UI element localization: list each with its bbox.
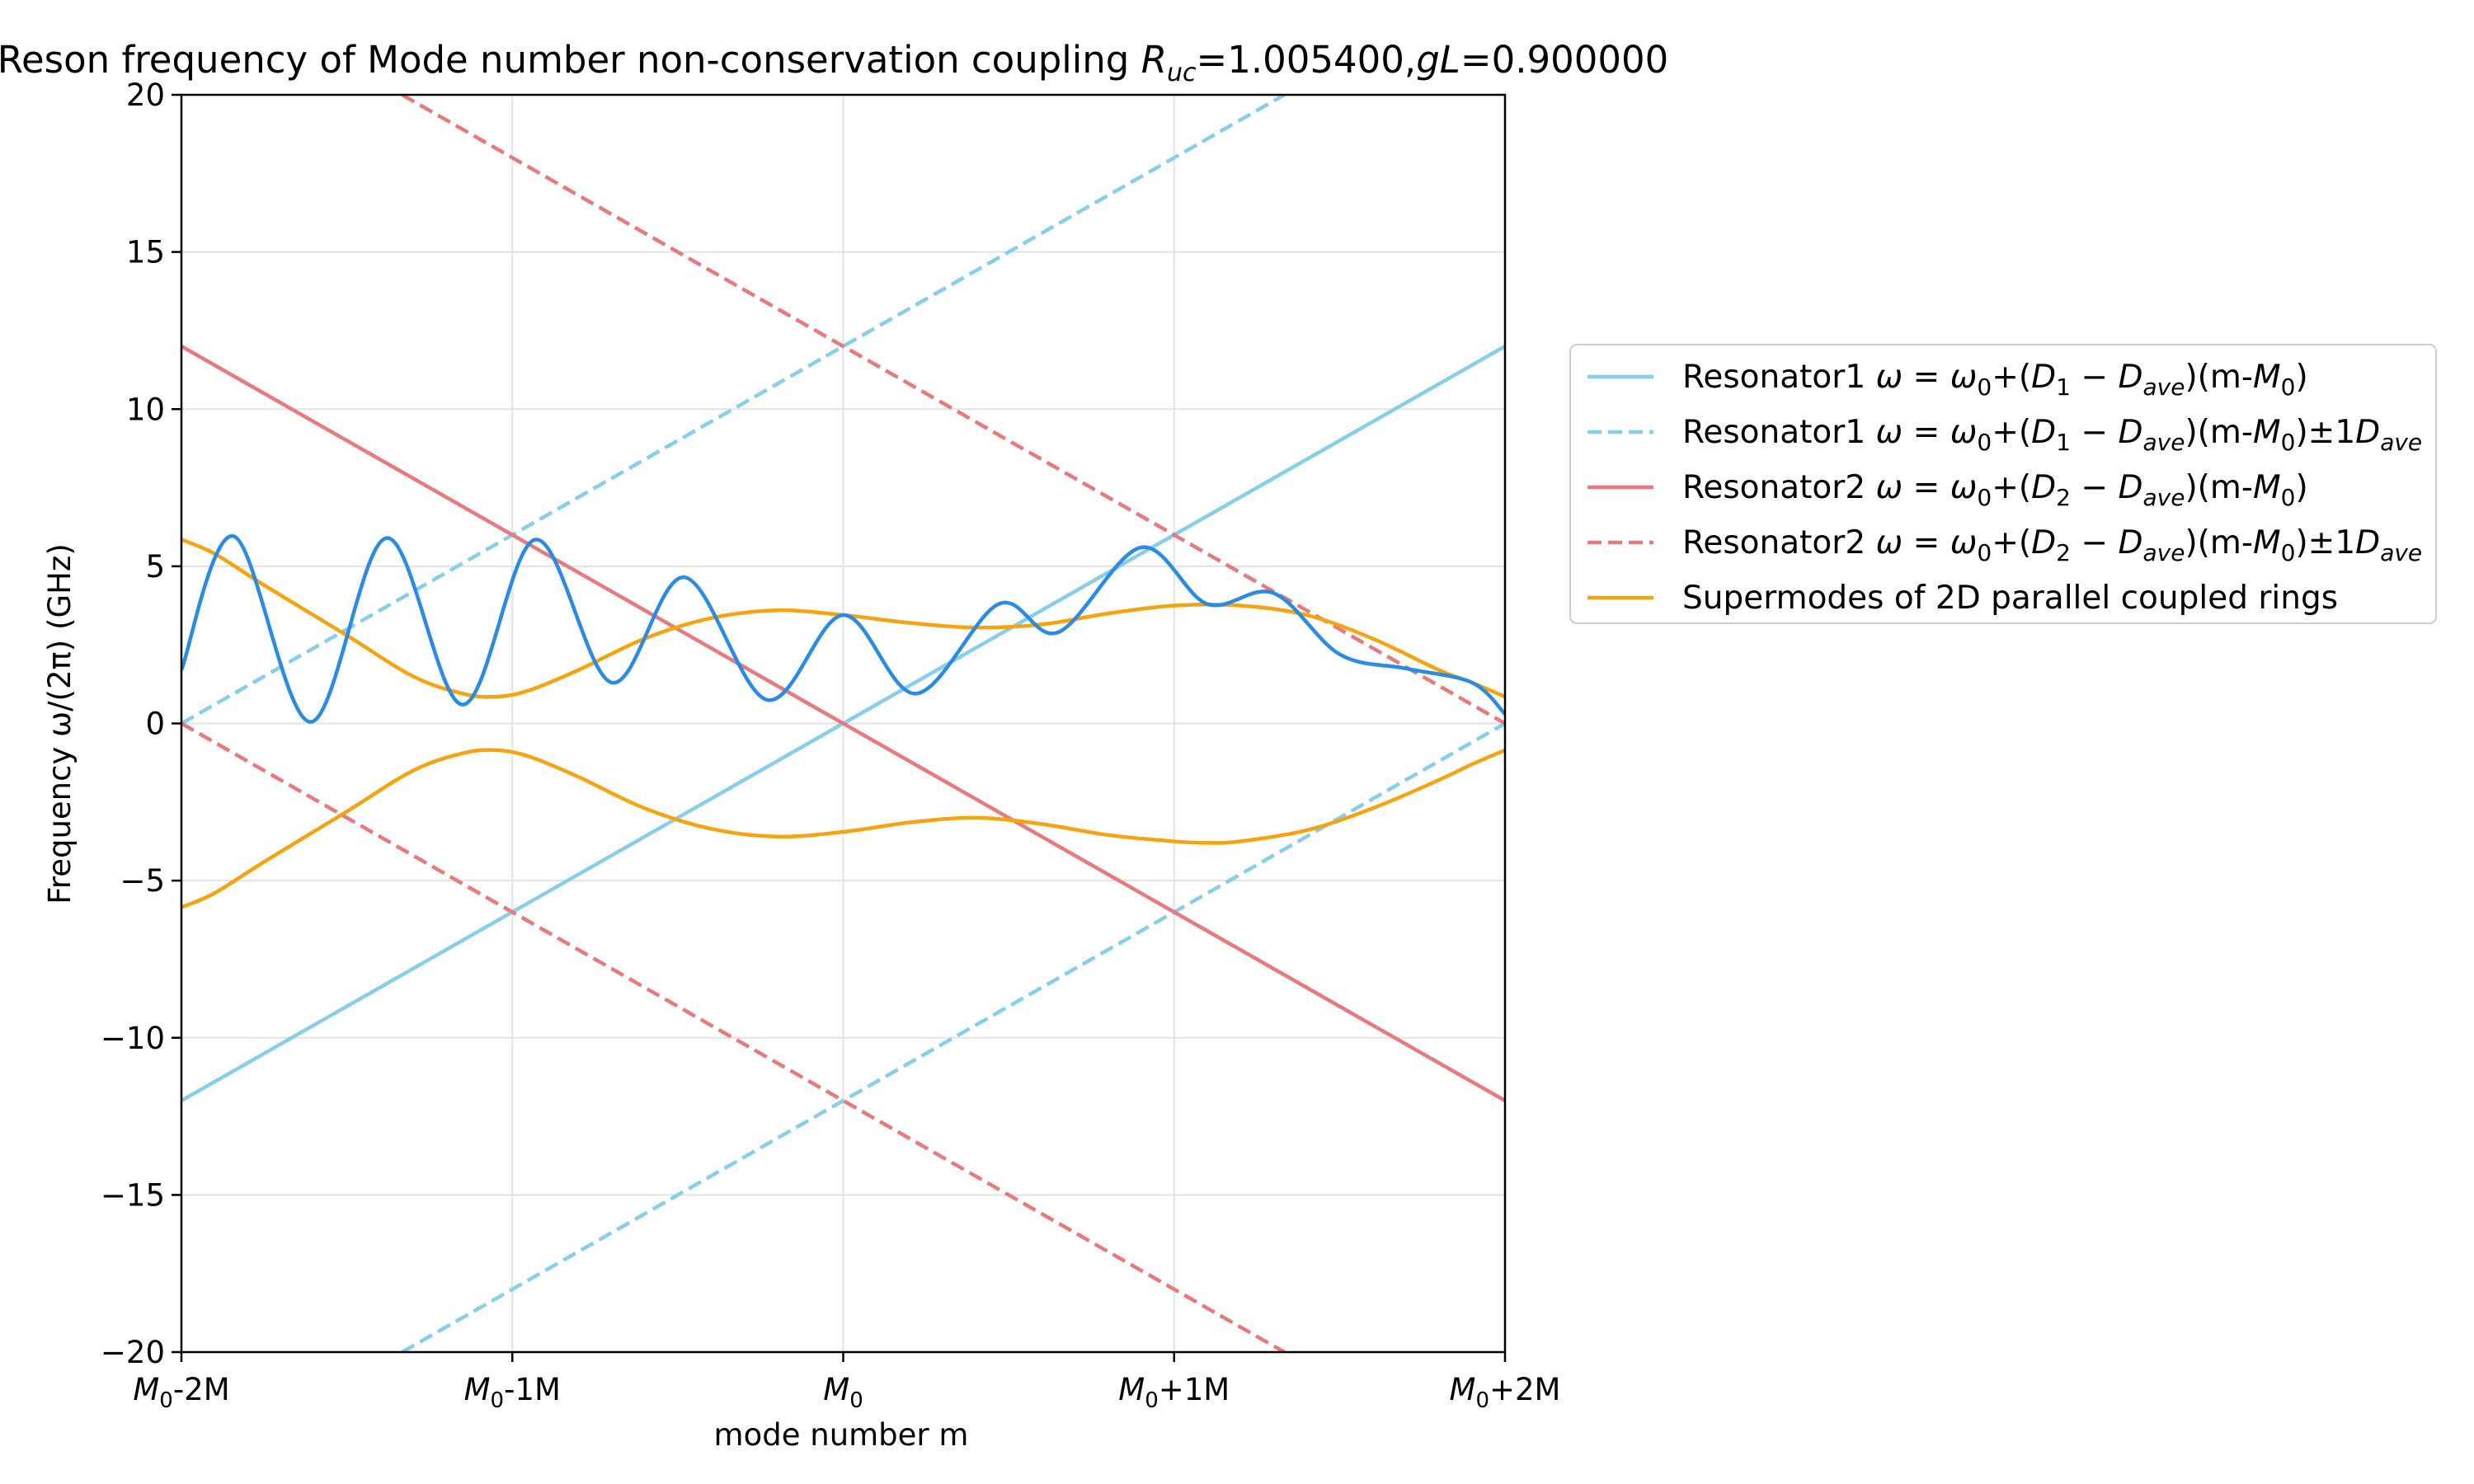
legend-entry-res1: Resonator1 ω = ω0​+(D1​ − Dave​)(m-M0​): [1587, 359, 2308, 401]
legend-label: Resonator2 ω = ω0​+(D2​ − Dave​)(m-M0​)±…: [1682, 524, 2422, 566]
series-line-res1_fsr-0: [181, 95, 1286, 726]
legend-entry-res2: Resonator2 ω = ω0​+(D2​ − Dave​)(m-M0​): [1587, 469, 2308, 511]
x-tick-label: M0: [823, 1372, 863, 1413]
y-tick-label: 20: [126, 77, 165, 113]
y-tick-label: −5: [120, 863, 165, 899]
y-tick-label: −20: [101, 1335, 165, 1370]
y-tick-label: −10: [101, 1021, 165, 1056]
y-tick-label: −15: [101, 1177, 165, 1213]
series-oscillation: [181, 534, 1505, 724]
legend-box: [1569, 344, 2437, 624]
x-tick-label: M0+2M: [1450, 1372, 1561, 1413]
series-line-res2_fsr-1: [181, 721, 1286, 1352]
x-tick-label: M0-2M: [133, 1372, 229, 1413]
legend: Resonator1 ω = ω0​+(D1​ − Dave​)(m-M0​) R…: [1569, 344, 2437, 624]
legend-label: Resonator1 ω = ω0​+(D1​ − Dave​)(m-M0​): [1682, 359, 2308, 401]
series-line-supermodes-0: [181, 538, 1505, 699]
x-tick-label: M0-1M: [464, 1372, 561, 1413]
x-axis-ticks: M0-2M M0-1M M0 M0+1M M0+2M: [133, 1352, 1560, 1413]
x-tick-label: M0+1M: [1118, 1372, 1230, 1413]
legend-label: Supermodes of 2D parallel coupled rings: [1682, 580, 2338, 617]
y-axis-ticks: 20 15 10 5 0 −5 −10 −15 −20: [101, 77, 181, 1370]
legend-label: Resonator2 ω = ω0​+(D2​ − Dave​)(m-M0​): [1682, 469, 2308, 511]
series-supermodes: [181, 538, 1505, 909]
legend-entry-res1_fsr: Resonator1 ω = ω0​+(D1​ − Dave​)(m-M0​)±…: [1587, 414, 2422, 456]
chart-title-text: Reson frequency of Mode number non-conse…: [0, 38, 1668, 87]
legend-entry-res2_fsr: Resonator2 ω = ω0​+(D2​ − Dave​)(m-M0​)±…: [1587, 524, 2422, 566]
y-tick-label: 15: [126, 235, 165, 270]
y-tick-label: 10: [126, 392, 165, 427]
legend-label: Resonator1 ω = ω0​+(D1​ − Dave​)(m-M0​)±…: [1682, 414, 2422, 456]
y-tick-label: 5: [145, 549, 165, 585]
legend-entry-supermodes: Supermodes of 2D parallel coupled rings: [1587, 580, 2338, 617]
series-res1_fsr: [181, 95, 1505, 1352]
series-line-oscillation-0: [181, 534, 1505, 724]
y-axis-label: Frequency ω/(2π) (GHz): [42, 543, 78, 904]
series-line-supermodes-1: [181, 748, 1505, 909]
series-res2: [181, 345, 1505, 1102]
x-axis-label: mode number m: [714, 1417, 969, 1453]
series-layer: [181, 95, 1505, 1352]
series-line-res1_fsr-1: [401, 721, 1505, 1352]
y-tick-label: 0: [145, 707, 165, 742]
chart-title: Reson frequency of Mode number non-conse…: [0, 38, 1668, 87]
series-line-res2-0: [181, 345, 1505, 1102]
